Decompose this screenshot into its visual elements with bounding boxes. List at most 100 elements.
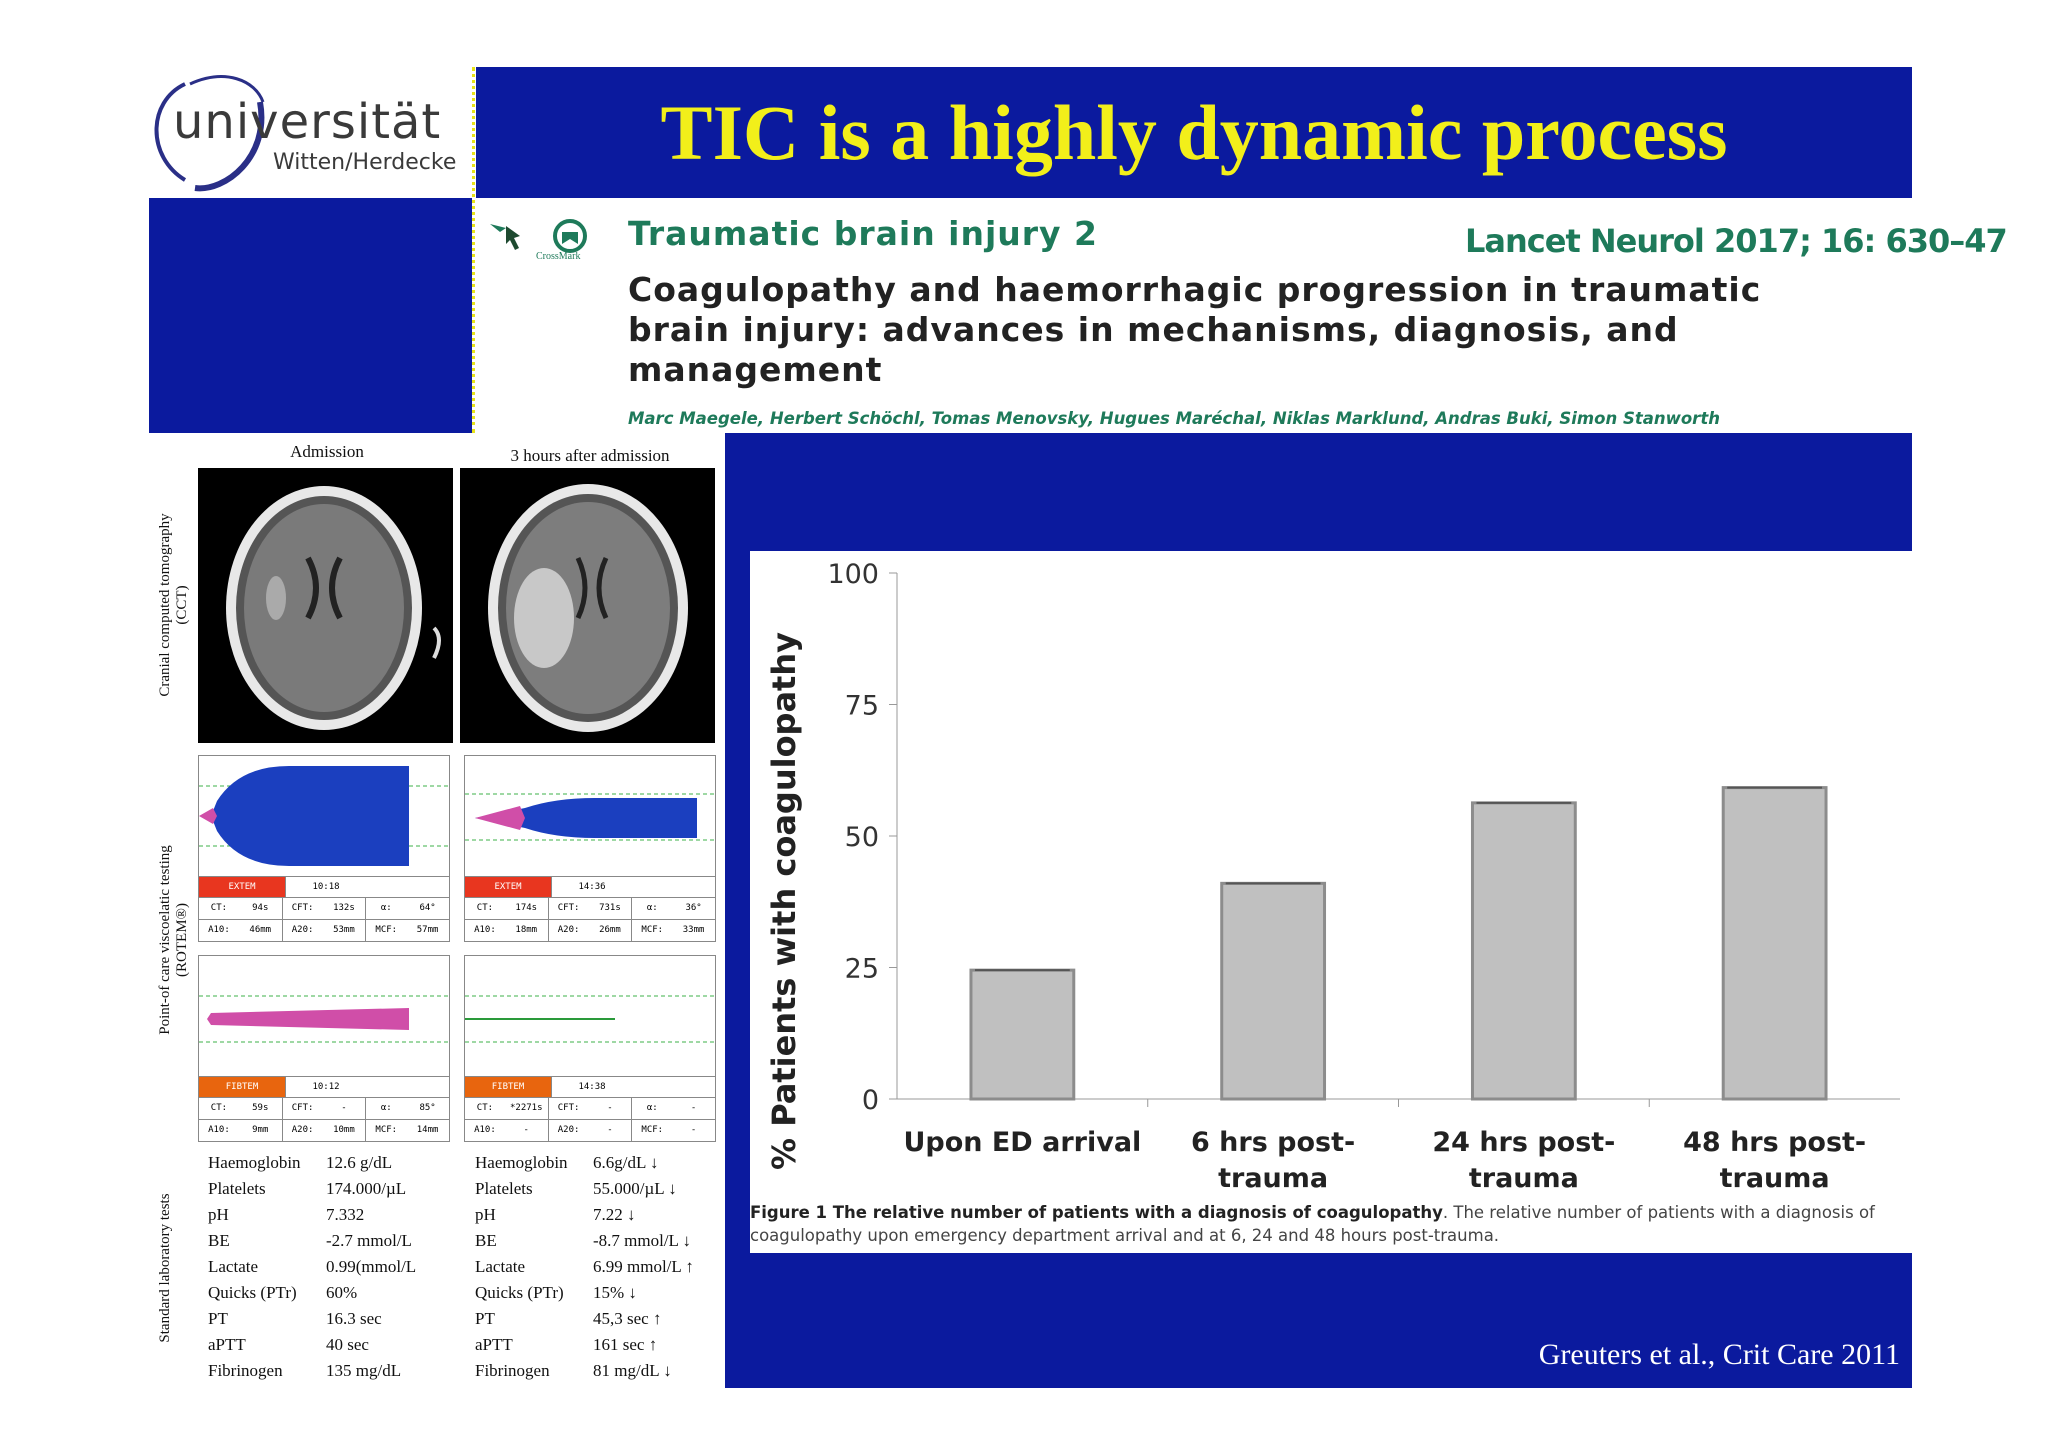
rotem-cell: 57mm [416, 925, 439, 935]
article-title-line: management [628, 350, 883, 389]
rotem-cell: CT: [476, 903, 494, 913]
lab-value: 6.6g/dL ↓ [593, 1153, 659, 1172]
rotem-cell: A20: [281, 1120, 323, 1141]
rotem-cell: 53mm [333, 925, 355, 935]
lab-value: 12.6 g/dL [326, 1153, 393, 1172]
bar [969, 968, 1076, 1101]
lab-value: 45,3 sec ↑ [593, 1309, 662, 1328]
lab-name: PT [208, 1309, 228, 1328]
rotem-cell: α: [631, 1098, 672, 1119]
rotem-cell: 46mm [249, 925, 272, 935]
x-tick-label: Upon ED arrival [903, 1127, 1141, 1158]
lab-row: Quicks (PTr) 15% ↓ [475, 1280, 715, 1306]
article-title-line: Coagulopathy and haemorrhagic progressio… [628, 270, 1762, 309]
rotem-cell: A20: [547, 920, 589, 941]
rotem-cell: MCF: [365, 1120, 406, 1141]
rotem-cell: α: [365, 1098, 406, 1119]
bar [1470, 801, 1577, 1101]
rotem-cell: 14mm [416, 1125, 439, 1135]
row-label-line: (CCT) [174, 585, 190, 625]
rotem-cell: CT: [210, 1103, 228, 1113]
lab-row: Quicks (PTr) 60% [208, 1280, 448, 1306]
lab-value: 81 mg/dL ↓ [593, 1361, 672, 1380]
rotem-cell: 36° [685, 903, 702, 913]
crossmark-badge: CrossMark [486, 214, 606, 269]
logo-sub: Witten/Herdecke [273, 150, 457, 175]
lab-value: 15% ↓ [593, 1283, 637, 1302]
y-tick-label: 0 [862, 1085, 879, 1116]
caption-bold: Figure 1 The relative number of patients… [750, 1203, 1443, 1222]
rotem-cell: 132s [333, 903, 355, 913]
lab-row: Haemoglobin 12.6 g/dL [208, 1150, 448, 1176]
lab-row: Lactate 0.99(mmol/L [208, 1254, 448, 1280]
lab-row: Fibrinogen 81 mg/dL ↓ [475, 1358, 715, 1384]
lab-name: Platelets [475, 1179, 533, 1198]
row-label-rotem: Point-of care viscoelatic testing (ROTEM… [157, 820, 191, 1060]
lab-value: 135 mg/dL [326, 1361, 402, 1380]
article-journal: Lancet Neurol 2017; 16: 630–47 [1465, 222, 2008, 260]
lab-name: BE [208, 1231, 230, 1250]
rotem-cell: A20: [281, 920, 323, 941]
rotem-trace-icon [199, 766, 449, 866]
lab-name: aPTT [208, 1335, 246, 1354]
rotem-cell: 59s [252, 1103, 269, 1113]
rotem-extem-3h: EXTEM 14:36 CT: 174s CFT: 731s α: 36° A10: 18m… [464, 755, 716, 942]
rotem-cell: A20: [547, 1120, 589, 1141]
left-blue-block [149, 198, 472, 433]
rotem-cell: - [607, 1125, 613, 1135]
lab-value: 6.99 mmol/L ↑ [593, 1257, 694, 1276]
article-series: Traumatic brain injury 2 [628, 214, 1099, 253]
rotem-time: 10:12 [285, 1077, 366, 1097]
university-logo: universität Witten/Herdecke [145, 62, 475, 198]
lab-name: Quicks (PTr) [475, 1283, 564, 1302]
rotem-row: CT: 94s CFT: 132s α: 64° [199, 897, 449, 919]
rotem-cell: CT: [476, 1103, 494, 1113]
rotem-row: A10: 9mm A20: 10mm MCF: 14mm [199, 1119, 449, 1141]
chart-panel: 0 25 50 75 100 Upon ED arrival 6 hrs post-tra… [750, 551, 1912, 1253]
rotem-cell: 85° [419, 1103, 436, 1113]
rotem-cell: 64° [419, 903, 436, 913]
col-header-admission: Admission [290, 442, 364, 461]
article-title-line: brain injury: advances in mechanisms, di… [628, 310, 1679, 349]
rotem-cell: α: [365, 898, 406, 919]
lab-value: -8.7 mmol/L ↓ [593, 1231, 692, 1250]
logo-word: universität [173, 94, 442, 150]
rotem-time: 14:36 [551, 877, 632, 897]
ct-scan-3h [460, 468, 715, 743]
rotem-cell: 10mm [333, 1125, 355, 1135]
row-label-line: Point-of care viscoelatic testing [157, 845, 173, 1035]
lab-row: BE -2.7 mmol/L [208, 1228, 448, 1254]
y-axis-label: % Patients with coagulopathy [765, 632, 803, 1170]
y-tick-label: 25 [845, 954, 879, 985]
rotem-cell: CFT: [281, 898, 323, 919]
lab-name: Quicks (PTr) [208, 1283, 297, 1302]
rotem-trace-icon [199, 995, 449, 1043]
crossmark-label: CrossMark [536, 251, 581, 262]
lab-value: -2.7 mmol/L [326, 1231, 412, 1250]
rotem-row: A10: - A20: - MCF: - [465, 1119, 715, 1141]
lab-row: Platelets 55.000/µL ↓ [475, 1176, 715, 1202]
lab-value: 161 sec ↑ [593, 1335, 658, 1354]
rotem-extem-admission: EXTEM 10:18 CT: 94s CFT: 132s α: 64° A10: 46mm… [198, 755, 450, 942]
rotem-cell: CFT: [547, 1098, 589, 1119]
rotem-cell: 174s [515, 903, 538, 913]
rotem-cell: 9mm [252, 1125, 269, 1135]
divider-dotted [472, 67, 475, 433]
lab-name: Fibrinogen [208, 1361, 283, 1380]
rotem-trace-icon [465, 995, 715, 1043]
lab-value: 7.332 [326, 1205, 365, 1224]
bar [1220, 881, 1327, 1101]
lab-row: PT 45,3 sec ↑ [475, 1306, 715, 1332]
rotem-cell: MCF: [631, 1120, 672, 1141]
lab-table-3h: Haemoglobin 6.6g/dL ↓ Platelets 55.000/µL ↓… [475, 1150, 715, 1384]
rotem-channel: EXTEM [199, 877, 285, 897]
lab-row: pH 7.332 [208, 1202, 448, 1228]
lab-name: BE [475, 1231, 497, 1250]
lab-name: pH [208, 1205, 229, 1224]
rotem-cell: *2271s [510, 1103, 543, 1113]
article-authors: Marc Maegele, Herbert Schöchl, Tomas Men… [628, 409, 1720, 428]
rotem-channel: EXTEM [465, 877, 551, 897]
y-tick-label: 75 [845, 691, 879, 722]
rotem-row: CT: 174s CFT: 731s α: 36° [465, 897, 715, 919]
y-tick-label: 50 [845, 822, 879, 853]
